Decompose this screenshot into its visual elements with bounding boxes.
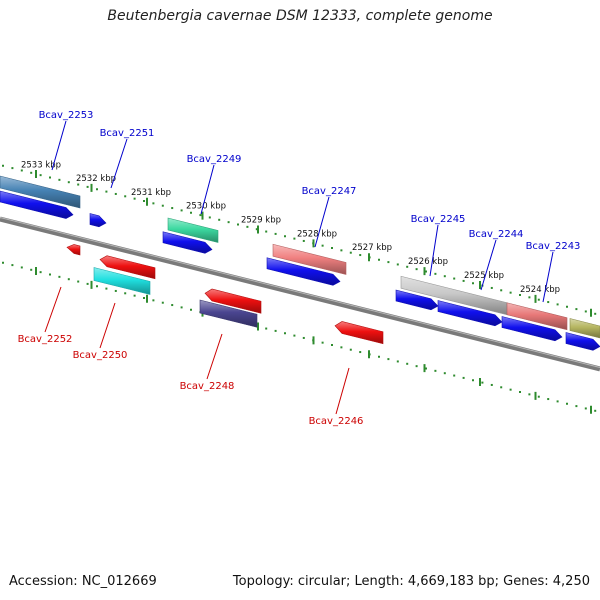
gene-forward-Bcav_2253 bbox=[0, 175, 81, 209]
cds-arrow-forward bbox=[395, 289, 439, 311]
gene-reverse-Bcav_2252 bbox=[66, 244, 81, 256]
backbone-line bbox=[0, 216, 600, 372]
cds-arrow-forward bbox=[266, 257, 341, 286]
backbone-highlight bbox=[0, 217, 600, 368]
gene-Bcav_2248-leader bbox=[206, 333, 223, 380]
gene-Bcav_2243-label: Bcav_2243 bbox=[526, 241, 581, 252]
kbp-label: 2532 kbp bbox=[76, 174, 116, 184]
gene-Bcav_2249-label: Bcav_2249 bbox=[187, 154, 242, 165]
gene-forward-Bcav_2244 bbox=[506, 302, 568, 331]
kbp-label: 2531 kbp bbox=[131, 188, 171, 198]
gene-Bcav_2247-leader bbox=[314, 196, 330, 248]
label-layer: 2533 kbp 2532 kbp 2531 kbp 2530 kbp 2529 kbp… bbox=[18, 110, 581, 427]
map-title: Beutenbergia cavernae DSM 12333, complet… bbox=[107, 8, 493, 24]
kbp-label: 2524 kbp bbox=[520, 285, 560, 295]
gene-forward-Bcav_2249 bbox=[167, 217, 219, 243]
gene-Bcav_2253-leader bbox=[51, 120, 67, 171]
cds-arrow-forward bbox=[501, 316, 563, 342]
gene-Bcav_2244-label: Bcav_2244 bbox=[469, 229, 524, 240]
kbp-label: 2526 kbp bbox=[408, 257, 448, 267]
kbp-label: 2527 kbp bbox=[352, 243, 392, 253]
kbp-label: 2528 kbp bbox=[297, 229, 337, 239]
kbp-label: 2533 kbp bbox=[21, 160, 61, 170]
gene-Bcav_2245-leader bbox=[429, 224, 439, 277]
gene-Bcav_2249-leader bbox=[200, 164, 215, 215]
gene-Bcav_2252-leader bbox=[44, 286, 62, 333]
feature-track bbox=[0, 175, 600, 351]
kbp-label: 2530 kbp bbox=[186, 202, 226, 212]
gene-reverse-2248-upper bbox=[204, 288, 262, 314]
cds-arrow-forward bbox=[437, 300, 503, 327]
gene-Bcav_2252-label: Bcav_2252 bbox=[18, 334, 73, 345]
gene-Bcav_2243-leader bbox=[542, 251, 554, 303]
cds-arrow-forward bbox=[89, 213, 107, 228]
kbp-label: 2525 kbp bbox=[464, 271, 504, 281]
accession-text: Accession: NC_012669 bbox=[9, 574, 157, 589]
gene-Bcav_2250-leader bbox=[99, 302, 116, 349]
genome-backbone bbox=[0, 216, 600, 372]
gene-Bcav_2251-leader bbox=[110, 138, 128, 189]
gene-Bcav_2251-label: Bcav_2251 bbox=[100, 128, 155, 139]
gene-Bcav_2248-label: Bcav_2248 bbox=[180, 381, 235, 392]
genome-summary-text: Topology: circular; Length: 4,669,183 bp… bbox=[232, 574, 590, 589]
gene-reverse-Bcav_2250 bbox=[93, 267, 151, 295]
kbp-label: 2529 kbp bbox=[241, 215, 281, 225]
cds-arrow-forward bbox=[162, 231, 213, 254]
cds-arrow-forward bbox=[0, 190, 74, 219]
gene-reverse-Bcav_2248 bbox=[199, 299, 258, 328]
gene-Bcav_2247-label: Bcav_2247 bbox=[302, 186, 357, 197]
gene-forward-Bcav_2247 bbox=[272, 243, 347, 275]
scale-ticks bbox=[2, 164, 597, 414]
gene-reverse-Bcav_2246 bbox=[334, 321, 384, 345]
gene-Bcav_2244-leader bbox=[480, 239, 497, 291]
gene-reverse-Bcav_2250-upper bbox=[99, 255, 156, 280]
cds-arrow-forward bbox=[565, 332, 600, 351]
gene-forward-Bcav_2243 bbox=[569, 318, 600, 339]
gene-Bcav_2246-leader bbox=[335, 367, 350, 415]
gene-Bcav_2246-label: Bcav_2246 bbox=[309, 416, 364, 427]
gene-Bcav_2250-label: Bcav_2250 bbox=[73, 350, 128, 361]
gene-Bcav_2253-label: Bcav_2253 bbox=[39, 110, 94, 121]
gene-Bcav_2245-label: Bcav_2245 bbox=[411, 214, 466, 225]
